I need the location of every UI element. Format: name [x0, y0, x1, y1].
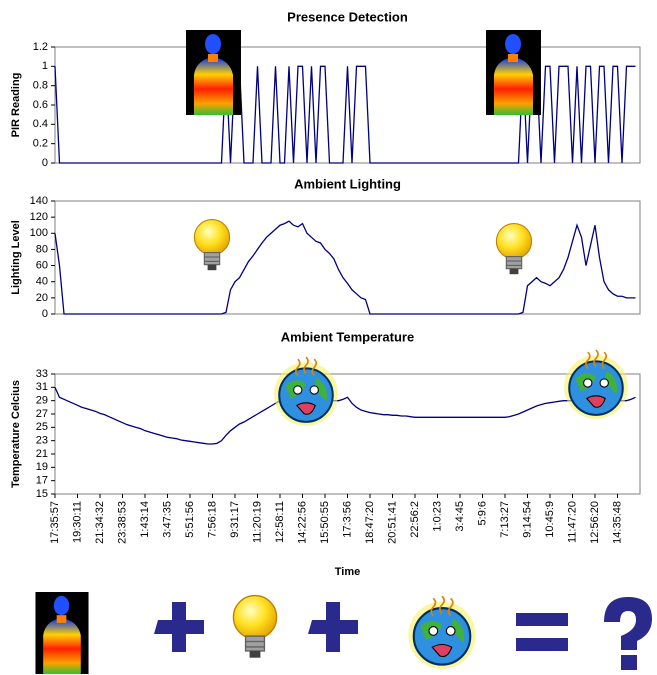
chart-title: Presence Detection [287, 9, 408, 24]
y-tick-label: 140 [30, 195, 48, 207]
plus-sign [154, 602, 204, 652]
y-tick-label: 31 [36, 381, 48, 393]
y-tick-label: 21 [36, 448, 48, 460]
y-tick-label: 25 [36, 421, 48, 433]
plus-sign [308, 602, 358, 652]
x-tick-label: 15:50:55 [319, 501, 331, 544]
x-tick-label: 22:56:2 [409, 501, 421, 538]
thermal-image [35, 592, 89, 674]
y-tick-label: 80 [36, 243, 48, 255]
chart-title: Ambient Temperature [281, 329, 414, 344]
x-tick-label: 9:14:54 [521, 501, 533, 538]
y-tick-label: 60 [36, 259, 48, 271]
y-tick-label: 0.6 [33, 99, 48, 111]
decorations [35, 30, 652, 674]
bulb-icon [232, 594, 278, 659]
x-tick-label: 3:4:45 [454, 501, 466, 532]
earth-icon [407, 595, 477, 670]
x-tick-label: 10:45:9 [544, 501, 556, 538]
x-tick-label: 14:22:56 [296, 501, 308, 544]
earth-icon [273, 356, 339, 427]
thermal-image [486, 30, 541, 115]
data-line [54, 65, 636, 164]
y-tick-label: 100 [30, 227, 48, 239]
y-tick-label: 0 [42, 308, 48, 320]
bulb-icon [495, 223, 533, 275]
y-axis-label: Lighting Level [10, 220, 22, 295]
x-tick-label: 12:56:20 [589, 501, 601, 544]
x-tick-label: 9:31:17 [229, 501, 241, 538]
earth-icon [563, 349, 629, 420]
x-tick-label: 11:20:19 [251, 501, 263, 543]
chart-title: Ambient Lighting [294, 176, 401, 191]
y-tick-label: 1 [42, 60, 48, 72]
thermal-image [186, 30, 241, 115]
x-tick-label: 12:58:11 [274, 501, 286, 543]
x-tick-label: 7:56:18 [206, 501, 218, 538]
data-line [54, 220, 636, 315]
y-tick-label: 27 [36, 408, 48, 420]
y-tick-label: 0.4 [33, 118, 48, 130]
y-tick-label: 19 [36, 461, 48, 473]
x-tick-label: 14:35:48 [611, 501, 623, 544]
x-tick-label: 7:13:27 [499, 501, 511, 538]
plot-frame [54, 200, 641, 315]
x-tick-label: 11:47:20 [566, 501, 578, 543]
x-tick-label: 17:3:56 [341, 501, 353, 538]
x-tick-label: 5:9:6 [476, 501, 488, 525]
y-tick-label: 0 [42, 157, 48, 169]
x-tick-label: 17:35:57 [49, 501, 61, 544]
x-tick-label: 18:47:20 [364, 501, 376, 544]
x-tick-label: 1:43:14 [139, 501, 151, 538]
y-tick-label: 33 [36, 368, 48, 380]
x-tick-label: 20:51:41 [386, 501, 398, 544]
x-axis-label: Time [335, 566, 360, 578]
y-tick-label: 15 [36, 488, 48, 500]
y-axis-label: Temperature Celcius [10, 380, 22, 488]
y-tick-label: 20 [36, 292, 48, 304]
y-tick-label: 29 [36, 395, 48, 407]
plot-frame [54, 373, 641, 495]
x-tick-label: 19:30:11 [71, 501, 83, 543]
y-tick-label: 0.2 [33, 138, 48, 150]
y-tick-label: 0.8 [33, 80, 48, 92]
x-tick-label: 3:47:35 [161, 501, 173, 538]
y-tick-label: 40 [36, 276, 48, 288]
question-mark [621, 655, 637, 670]
y-tick-label: 120 [30, 211, 48, 223]
x-tick-label: 23:38:53 [116, 501, 128, 544]
bulb-icon [193, 219, 231, 271]
x-tick-label: 21:34:32 [94, 501, 106, 544]
y-tick-label: 23 [36, 435, 48, 447]
y-tick-label: 1.2 [33, 41, 48, 53]
question-mark [604, 597, 652, 650]
data-line [54, 387, 636, 445]
equals-sign [516, 638, 568, 651]
x-tick-label: 5:51:56 [184, 501, 196, 538]
equals-sign [516, 613, 568, 626]
y-axis-label: PIR Reading [10, 73, 22, 138]
x-tick-label: 1:0:23 [431, 501, 443, 532]
y-tick-label: 17 [36, 475, 48, 487]
charts: Presence Detection PIR Reading 0 0.2 0.4 0.6 0… [10, 9, 641, 578]
